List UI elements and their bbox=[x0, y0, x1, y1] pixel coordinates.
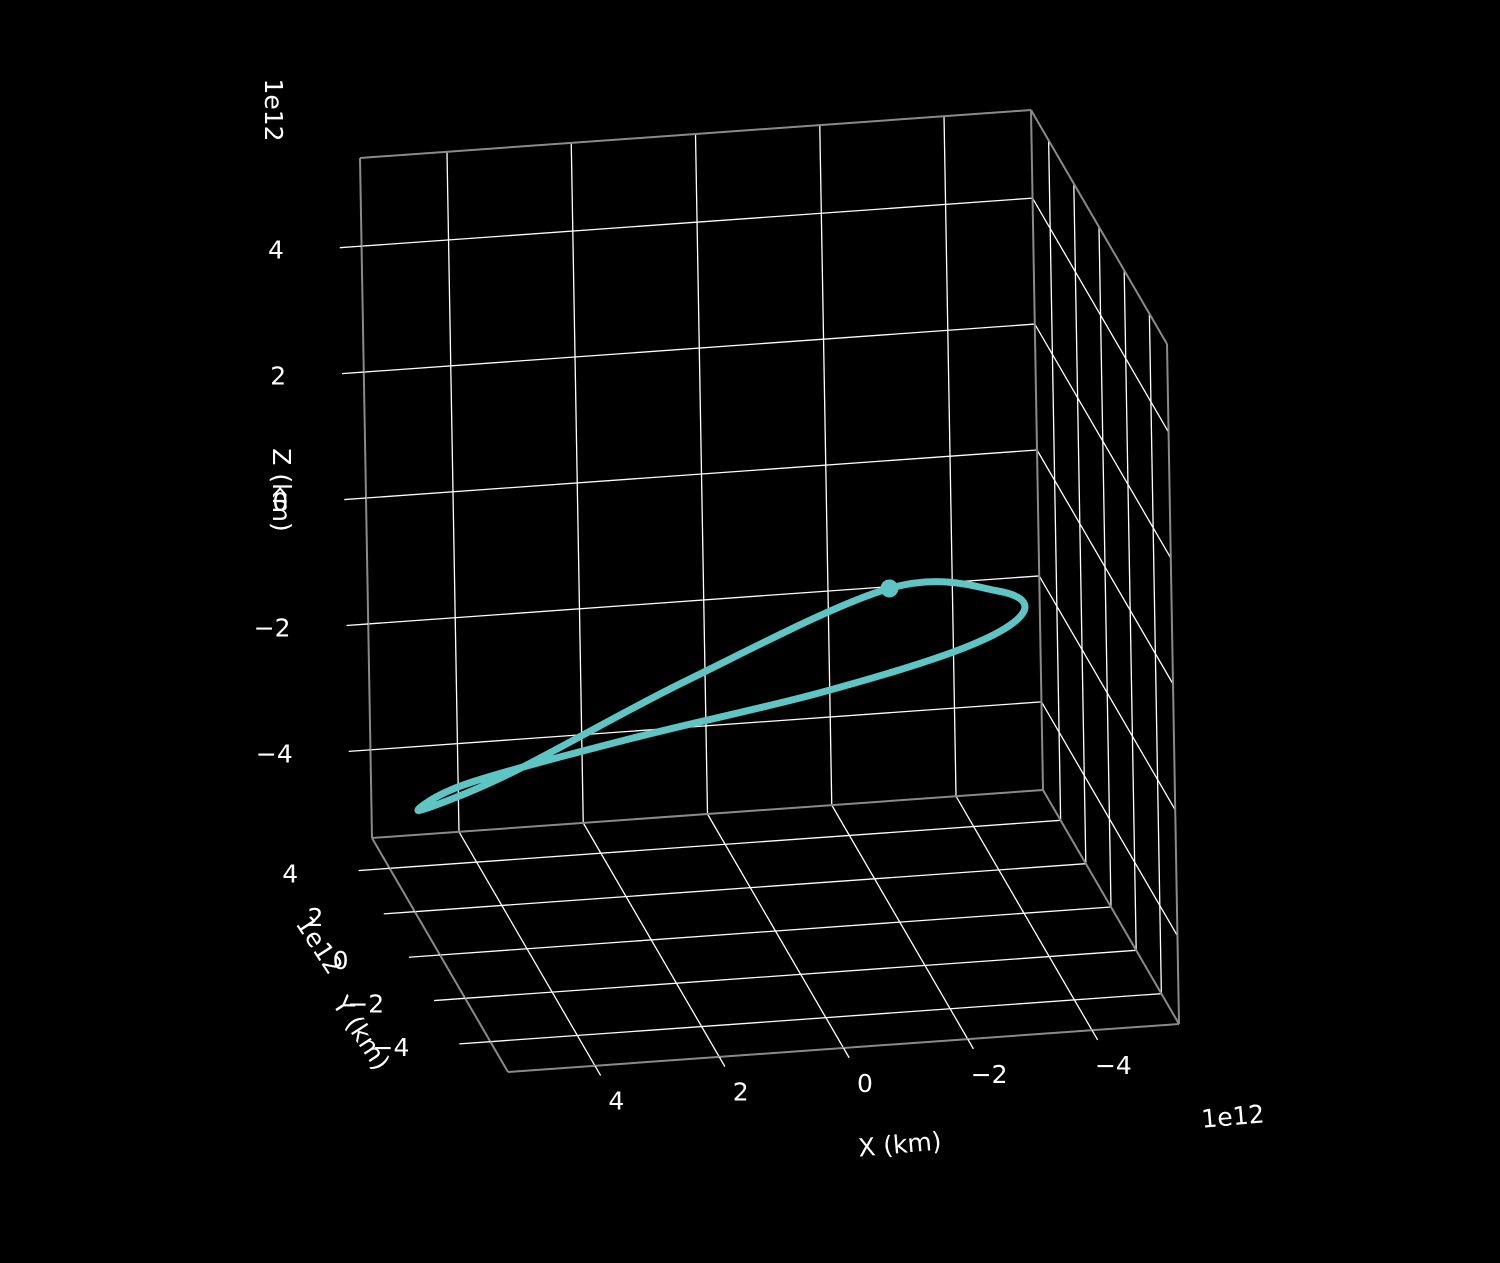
axis-ticks bbox=[339, 245, 1099, 1076]
z-tick-label: 4 bbox=[268, 236, 284, 265]
x-tick bbox=[967, 1038, 974, 1050]
x-axis-label: X (km) bbox=[857, 1126, 943, 1162]
grid-line-z bbox=[363, 323, 1035, 373]
pane-edge bbox=[1030, 109, 1044, 791]
x-offset-label: 1e12 bbox=[1200, 1099, 1265, 1133]
y-tick-label: 2 bbox=[307, 903, 323, 932]
x-tick-label: −4 bbox=[1095, 1051, 1132, 1080]
z-tick-label: 2 bbox=[270, 362, 286, 391]
orbit-line bbox=[414, 578, 1029, 814]
x-tick bbox=[1091, 1029, 1099, 1041]
orbit-layer bbox=[414, 578, 1029, 814]
grid-line-z bbox=[1040, 701, 1179, 937]
y-tick bbox=[434, 997, 466, 1002]
x-tick-label: 0 bbox=[857, 1069, 873, 1098]
grid-line-z bbox=[1034, 323, 1172, 559]
pane-edge bbox=[1042, 789, 1180, 1025]
z-tick-label: 0 bbox=[272, 488, 288, 517]
y-tick-label: 4 bbox=[282, 859, 298, 888]
x-tick-label: −2 bbox=[971, 1060, 1008, 1089]
x-tick-label: 4 bbox=[608, 1087, 624, 1116]
grid-line-z bbox=[361, 197, 1033, 247]
pane-edge bbox=[371, 789, 1044, 839]
x-tick bbox=[594, 1065, 602, 1076]
grid-line-y bbox=[414, 863, 1086, 913]
grid-line-z bbox=[365, 449, 1038, 499]
z-tick-label: −2 bbox=[254, 613, 291, 642]
x-tick bbox=[718, 1056, 726, 1067]
grid-line-y bbox=[465, 949, 1137, 999]
pane-edge bbox=[1166, 343, 1180, 1025]
grid-line-y bbox=[439, 906, 1112, 956]
grid-line-y bbox=[389, 819, 1061, 869]
y-tick bbox=[383, 911, 415, 915]
grid-line-z bbox=[1031, 197, 1170, 433]
y-tick-label: −4 bbox=[373, 1033, 410, 1062]
z-offset-label: 1e12 bbox=[259, 78, 288, 141]
z-tick bbox=[341, 371, 364, 375]
grid-line-z bbox=[1036, 449, 1174, 685]
x-tick bbox=[842, 1047, 850, 1059]
pane-edge bbox=[359, 109, 1032, 159]
z-axis-label: Z (km) bbox=[267, 448, 296, 531]
y-tick-label: −2 bbox=[347, 989, 384, 1018]
z-tick bbox=[348, 749, 371, 753]
y-tick bbox=[358, 867, 390, 872]
z-tick bbox=[339, 245, 362, 249]
grid-line-y bbox=[490, 993, 1162, 1043]
y-tick-label: 0 bbox=[333, 946, 349, 975]
z-tick-label: −4 bbox=[256, 739, 293, 768]
orbit-position-marker bbox=[880, 579, 899, 598]
grid-line-z bbox=[370, 701, 1042, 751]
z-tick bbox=[346, 623, 369, 627]
pane-edge bbox=[1030, 109, 1168, 345]
y-tick bbox=[459, 1041, 491, 1045]
y-tick bbox=[408, 954, 441, 958]
z-tick bbox=[344, 497, 367, 501]
x-tick-label: 2 bbox=[733, 1078, 749, 1107]
grid-line-z bbox=[1038, 575, 1176, 811]
